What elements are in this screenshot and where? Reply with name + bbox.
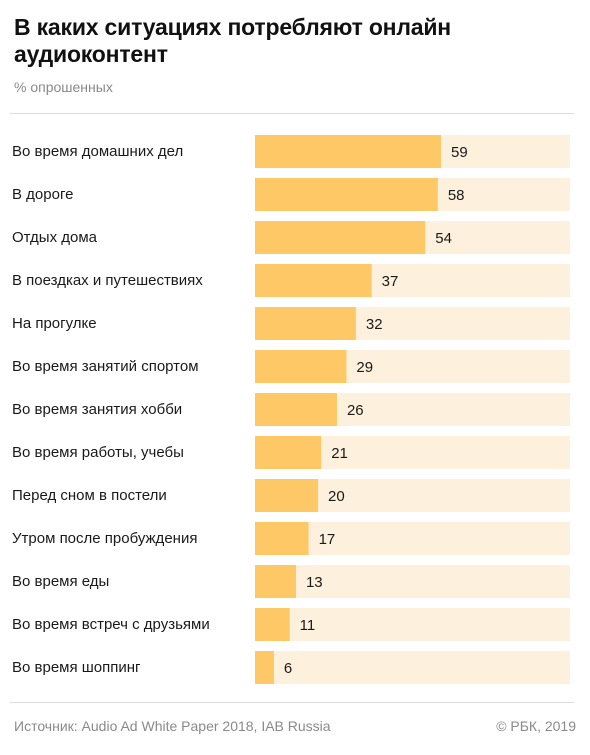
bar-row: На прогулке 32	[12, 307, 570, 340]
value-label: 6	[284, 660, 292, 677]
bar	[255, 479, 319, 512]
bar-row: В поездках и путешествиях 37	[12, 264, 570, 297]
bar	[255, 307, 356, 340]
category-label: В поездках и путешествиях	[12, 272, 203, 289]
bar	[255, 178, 438, 211]
bar	[255, 221, 426, 254]
category-label: Во время еды	[12, 573, 109, 590]
category-label: Отдых дома	[12, 229, 98, 246]
bottom-divider	[10, 702, 574, 703]
bar	[255, 436, 322, 469]
bar-track	[255, 608, 570, 641]
bar	[255, 350, 347, 383]
bar	[255, 651, 274, 684]
category-label: В дороге	[12, 186, 73, 203]
chart-subtitle: % опрошенных	[14, 79, 113, 95]
bar-row: Отдых дома 54	[12, 221, 570, 254]
bar-row: Во время занятия хобби 26	[12, 393, 570, 426]
category-label: На прогулке	[12, 315, 97, 332]
bar-row: В дороге 58	[12, 178, 570, 211]
bar-row: Во время шоппинг 6	[12, 651, 570, 684]
category-label: Во время домашних дел	[12, 143, 183, 160]
chart-title: В каких ситуациях потребляют онлайн ауди…	[14, 14, 451, 67]
bar-row: Утром после пробуждения 17	[12, 522, 570, 555]
category-label: Во время работы, учебы	[12, 444, 184, 461]
category-label: Утром после пробуждения	[12, 530, 197, 547]
bar-row: Во время работы, учебы 21	[12, 436, 570, 469]
bar	[255, 393, 337, 426]
value-label: 32	[366, 316, 383, 333]
copyright-note: © РБК, 2019	[496, 718, 576, 734]
category-label: Во время встреч с друзьями	[12, 616, 210, 633]
bar-row: Во время занятий спортом 29	[12, 350, 570, 383]
category-label: Перед сном в постели	[12, 487, 167, 504]
category-label: Во время занятия хобби	[12, 401, 182, 418]
value-label: 11	[300, 617, 316, 634]
bar	[255, 522, 309, 555]
bar-track	[255, 651, 570, 684]
value-label: 17	[319, 531, 336, 548]
bar-chart: Во время домашних дел 59 В дороге 58 Отдых д…	[0, 114, 590, 700]
bar	[255, 135, 441, 168]
value-label: 20	[328, 488, 345, 505]
category-label: Во время занятий спортом	[12, 358, 199, 375]
source-note: Источник: Audio Ad White Paper 2018, IAB…	[14, 718, 331, 734]
value-label: 58	[448, 187, 465, 204]
bar-row: Перед сном в постели 20	[12, 479, 570, 512]
bar	[255, 264, 372, 297]
bar	[255, 565, 296, 598]
value-label: 21	[331, 445, 348, 462]
value-label: 29	[356, 359, 373, 376]
value-label: 13	[306, 574, 323, 591]
category-label: Во время шоппинг	[12, 659, 141, 676]
value-label: 37	[382, 273, 399, 290]
bar-row: Во время еды 13	[12, 565, 570, 598]
value-label: 26	[347, 402, 364, 419]
bar	[255, 608, 290, 641]
bar-row: Во время домашних дел 59	[12, 135, 570, 168]
value-label: 59	[451, 144, 468, 161]
bar-track	[255, 565, 570, 598]
bar-chart-svg: Во время домашних дел 59 В дороге 58 Отдых д…	[12, 135, 570, 684]
top-divider	[10, 113, 574, 114]
value-label: 54	[435, 230, 452, 247]
bar-row: Во время встреч с друзьями 11	[12, 608, 570, 641]
